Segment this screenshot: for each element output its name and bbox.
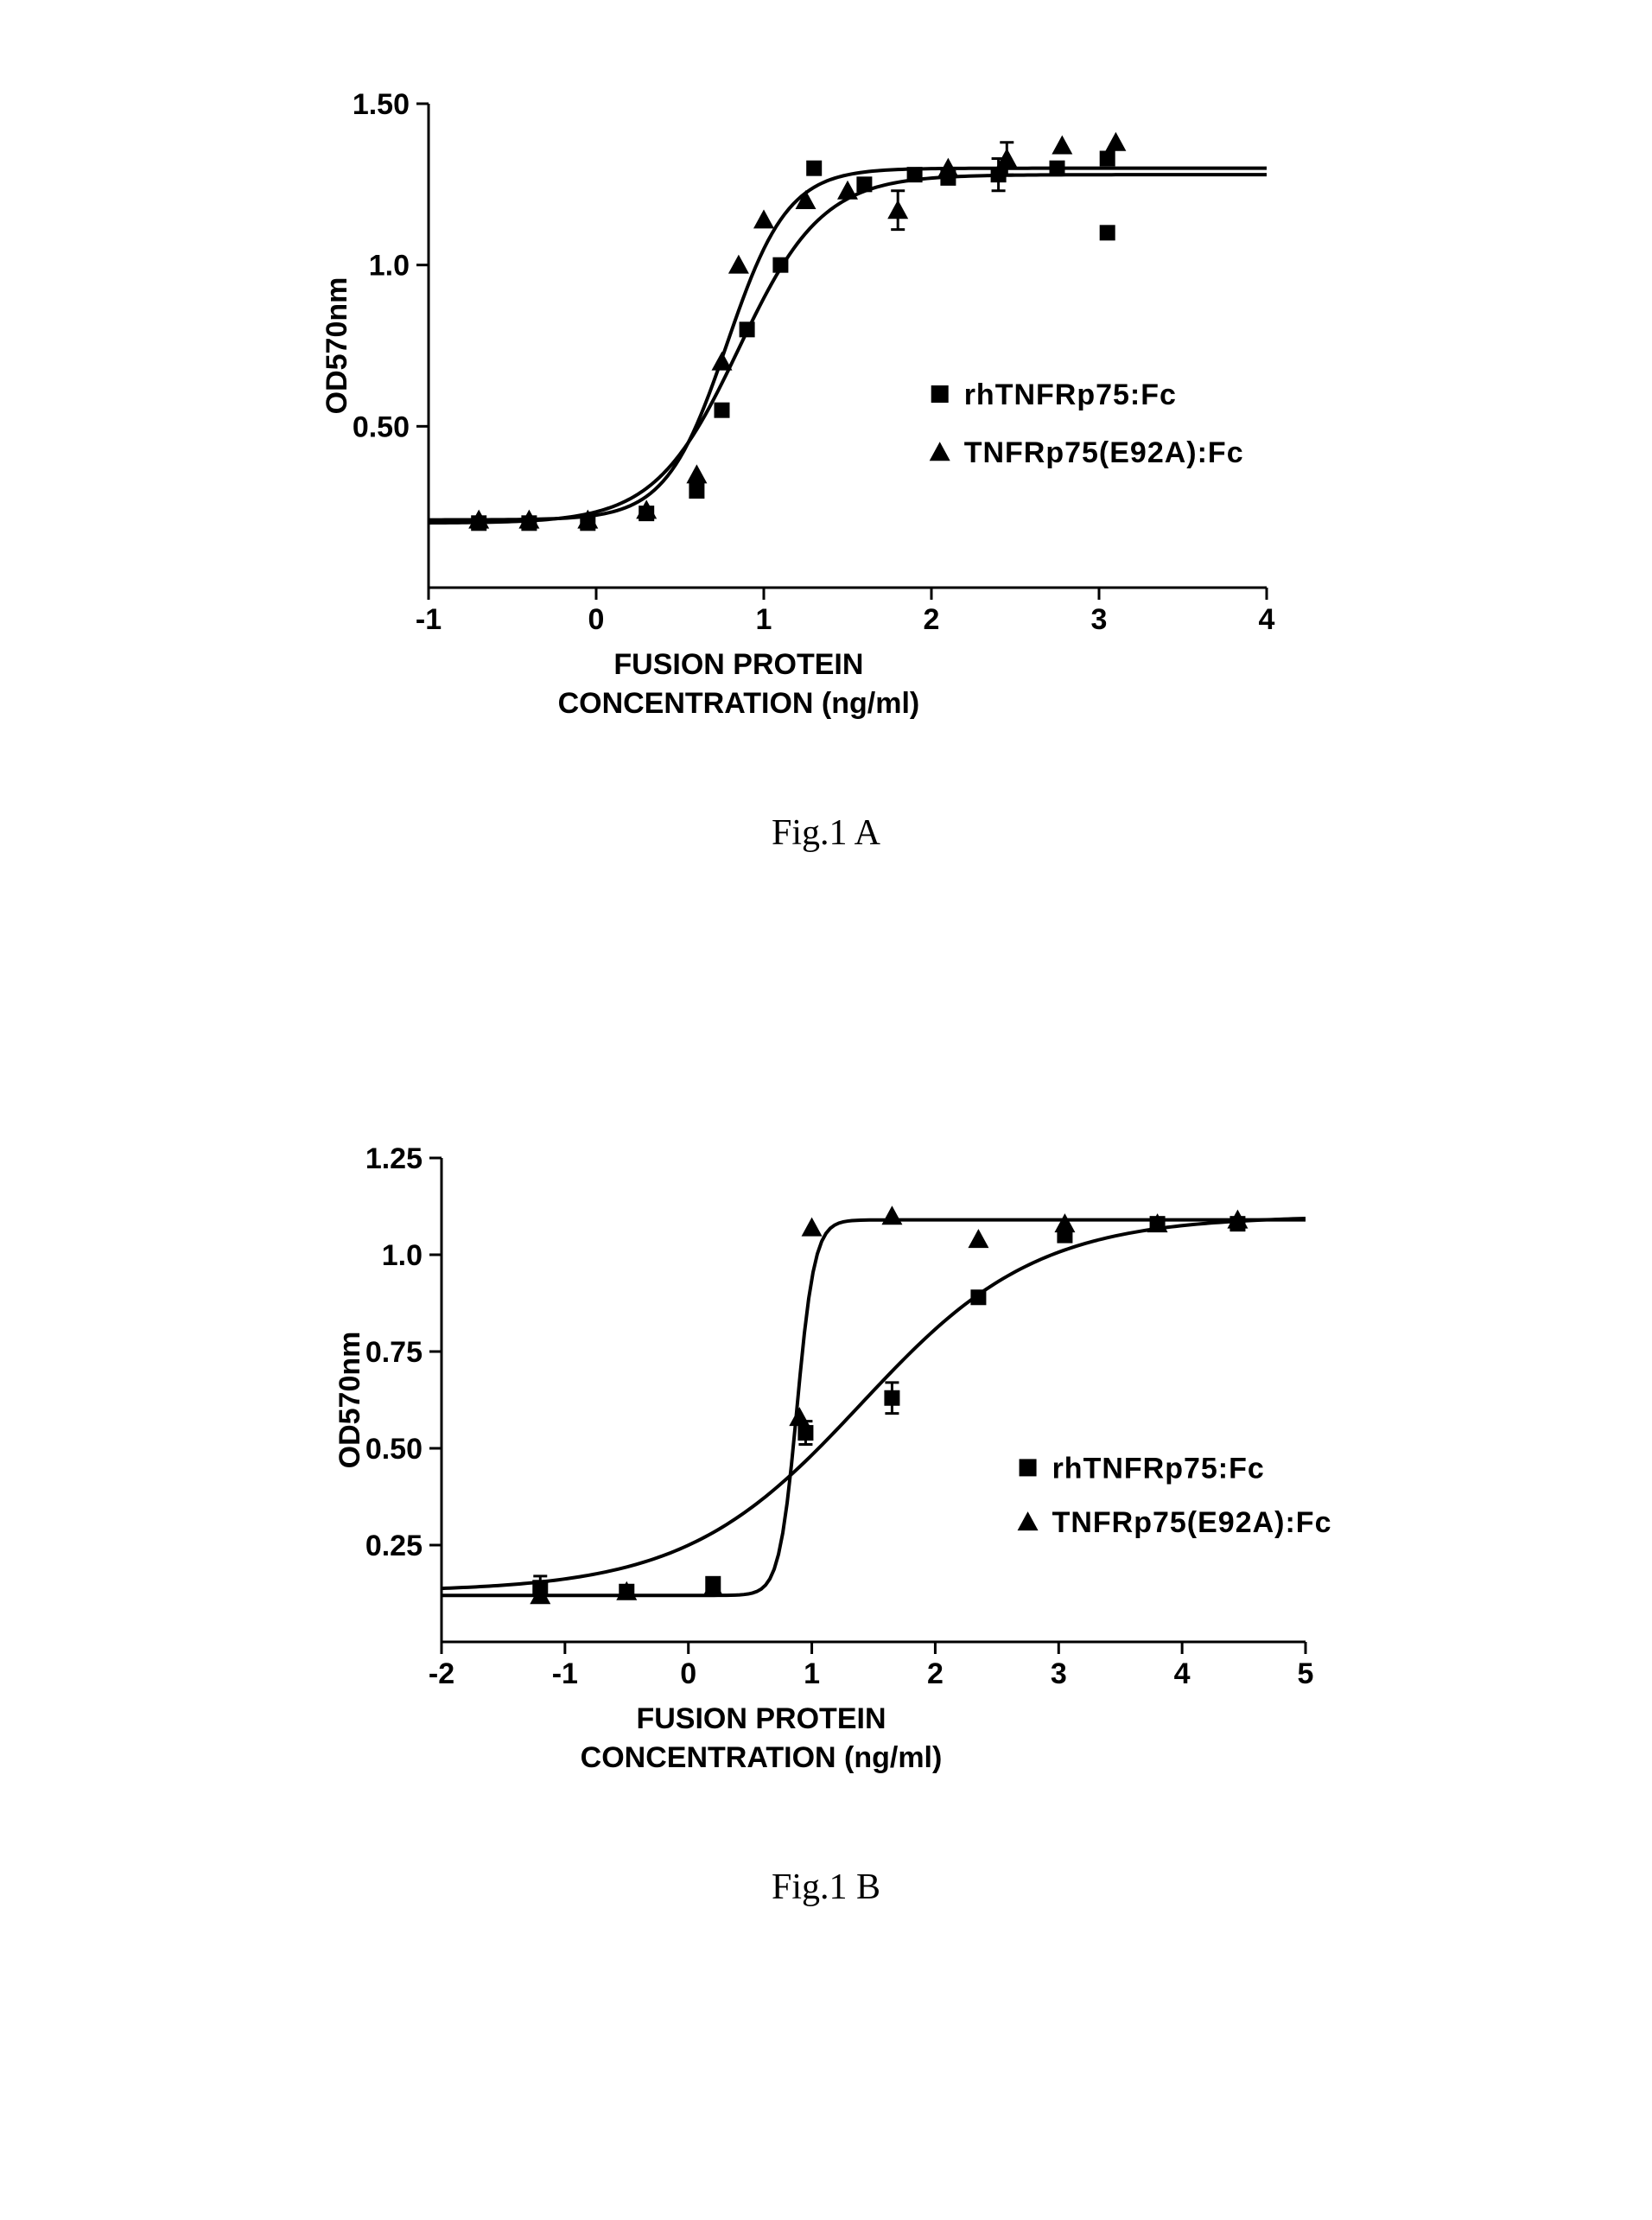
svg-text:0.50: 0.50 bbox=[365, 1433, 423, 1466]
svg-text:0.75: 0.75 bbox=[365, 1336, 423, 1369]
svg-text:CONCENTRATION (ng/ml): CONCENTRATION (ng/ml) bbox=[558, 687, 920, 720]
figure-a-chart: -1 0 1 2 3 4 0.50 1.0 1.50 OD570nm FUSION PROTEIN C… bbox=[308, 69, 1344, 778]
svg-text:-1: -1 bbox=[552, 1657, 578, 1690]
svg-text:CONCENTRATION (ng/ml): CONCENTRATION (ng/ml) bbox=[581, 1741, 943, 1774]
svg-text:3: 3 bbox=[1051, 1657, 1067, 1690]
svg-text:2: 2 bbox=[924, 603, 940, 636]
svg-text:TNFRp75(E92A):Fc: TNFRp75(E92A):Fc bbox=[1052, 1506, 1332, 1539]
svg-text:1.0: 1.0 bbox=[369, 250, 410, 283]
svg-text:1: 1 bbox=[756, 603, 772, 636]
svg-text:1: 1 bbox=[804, 1657, 820, 1690]
svg-text:1.0: 1.0 bbox=[382, 1239, 423, 1272]
svg-text:1.25: 1.25 bbox=[365, 1142, 423, 1175]
svg-text:0.25: 0.25 bbox=[365, 1530, 423, 1562]
svg-text:3: 3 bbox=[1091, 603, 1108, 636]
svg-text:FUSION PROTEIN: FUSION PROTEIN bbox=[613, 648, 863, 681]
svg-text:FUSION PROTEIN: FUSION PROTEIN bbox=[636, 1702, 886, 1735]
svg-text:OD570nm: OD570nm bbox=[321, 277, 353, 415]
svg-text:rhTNFRp75:Fc: rhTNFRp75:Fc bbox=[1052, 1452, 1265, 1485]
svg-text:5: 5 bbox=[1298, 1657, 1314, 1690]
svg-text:0: 0 bbox=[680, 1657, 696, 1690]
svg-text:0: 0 bbox=[588, 603, 605, 636]
figure-b-caption: Fig.1 B bbox=[308, 1867, 1344, 1908]
svg-text:0.50: 0.50 bbox=[353, 410, 410, 443]
figure-a-block: -1 0 1 2 3 4 0.50 1.0 1.50 OD570nm FUSION PROTEIN C… bbox=[308, 69, 1344, 854]
svg-text:-2: -2 bbox=[429, 1657, 454, 1690]
svg-text:OD570nm: OD570nm bbox=[334, 1332, 366, 1469]
svg-text:4: 4 bbox=[1259, 603, 1275, 636]
svg-text:rhTNFRp75:Fc: rhTNFRp75:Fc bbox=[964, 378, 1177, 411]
svg-text:1.50: 1.50 bbox=[353, 88, 410, 121]
svg-text:TNFRp75(E92A):Fc: TNFRp75(E92A):Fc bbox=[964, 436, 1244, 469]
figure-b-chart: -2 -1 0 1 2 3 4 5 0.25 0.50 0.75 1.0 1.25 OD570nm FUSI… bbox=[308, 1123, 1344, 1832]
figure-a-caption: Fig.1 A bbox=[308, 812, 1344, 854]
page: -1 0 1 2 3 4 0.50 1.0 1.50 OD570nm FUSION PROTEIN C… bbox=[0, 0, 1652, 2220]
figure-b-block: -2 -1 0 1 2 3 4 5 0.25 0.50 0.75 1.0 1.25 OD570nm FUSI… bbox=[308, 1123, 1344, 1908]
svg-text:-1: -1 bbox=[416, 603, 442, 636]
svg-text:4: 4 bbox=[1174, 1657, 1191, 1690]
svg-text:2: 2 bbox=[927, 1657, 944, 1690]
